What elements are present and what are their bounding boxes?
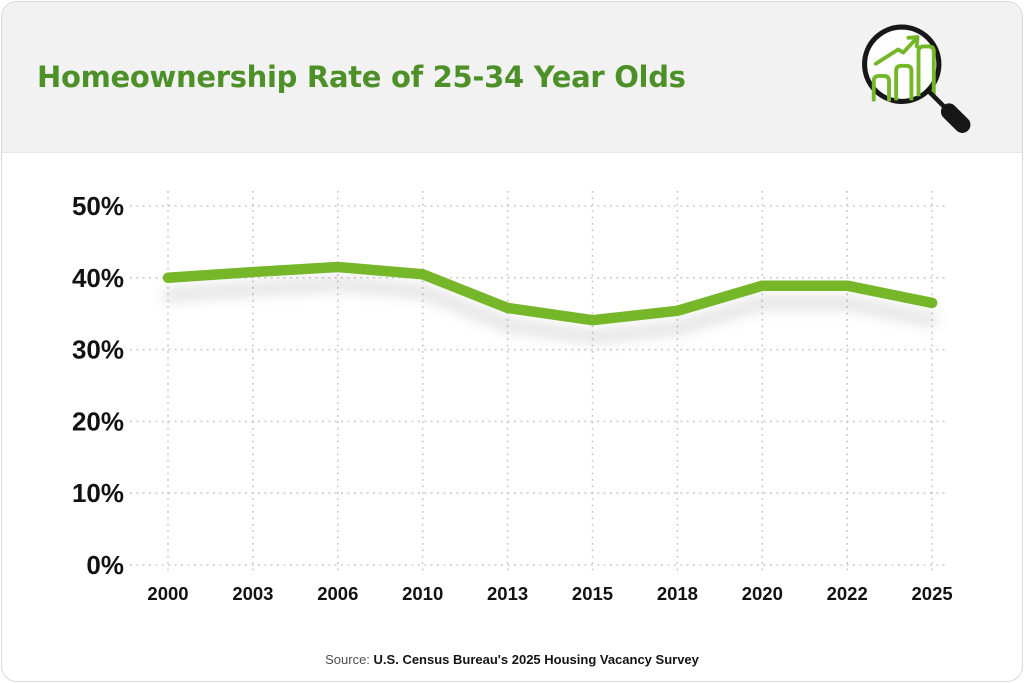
x-tick-label: 2013 <box>487 583 528 604</box>
magnifier-grip <box>940 103 971 133</box>
trend-line <box>162 261 938 326</box>
bar-icon-small <box>871 74 891 102</box>
bar-icon-medium <box>894 63 914 101</box>
x-tick-label: 2000 <box>147 583 188 604</box>
y-tick-label: 40% <box>72 263 124 293</box>
growth-arrow-line <box>873 36 919 66</box>
header: Homeownership Rate of 25-34 Year Olds <box>2 2 1022 153</box>
y-tick-label: 20% <box>72 406 124 436</box>
x-tick-label: 2025 <box>912 583 953 604</box>
source-citation: U.S. Census Bureau's 2025 Housing Vacanc… <box>373 652 699 667</box>
bar-icon-tall <box>916 44 936 97</box>
line-chart: 0% 10% 20% 30% 40% 50% 2000 2003 2006 2010 2013 201… <box>72 191 953 604</box>
axis-labels: 0% 10% 20% 30% 40% 50% 2000 2003 2006 2010 2013 201… <box>72 191 953 604</box>
source-prefix: Source: <box>325 652 370 667</box>
series-lines <box>162 261 938 326</box>
magnifier-neck <box>926 88 947 110</box>
x-tick-label: 2022 <box>827 583 868 604</box>
x-tick-label: 2010 <box>402 583 443 604</box>
chart-title: Homeownership Rate of 25-34 Year Olds <box>37 60 686 94</box>
x-tick-label: 2006 <box>317 583 358 604</box>
x-tick-label: 2020 <box>742 583 783 604</box>
x-tick-label: 2018 <box>657 583 698 604</box>
magnifier-bar-chart-icon-svg <box>862 24 971 133</box>
growth-arrow-head <box>906 35 920 49</box>
source-caption: Source: U.S. Census Bureau's 2025 Housin… <box>2 652 1022 667</box>
y-tick-label: 30% <box>72 335 124 365</box>
chart-area: 0% 10% 20% 30% 40% 50% 2000 2003 2006 2010 2013 201… <box>2 153 1022 681</box>
y-tick-label: 50% <box>72 191 124 221</box>
gridlines <box>130 191 946 572</box>
y-tick-label: 0% <box>86 550 124 580</box>
x-tick-label: 2003 <box>232 583 273 604</box>
magnifier-bar-chart-icon <box>858 22 976 136</box>
x-tick-label: 2015 <box>572 583 613 604</box>
y-tick-label: 10% <box>72 478 124 508</box>
